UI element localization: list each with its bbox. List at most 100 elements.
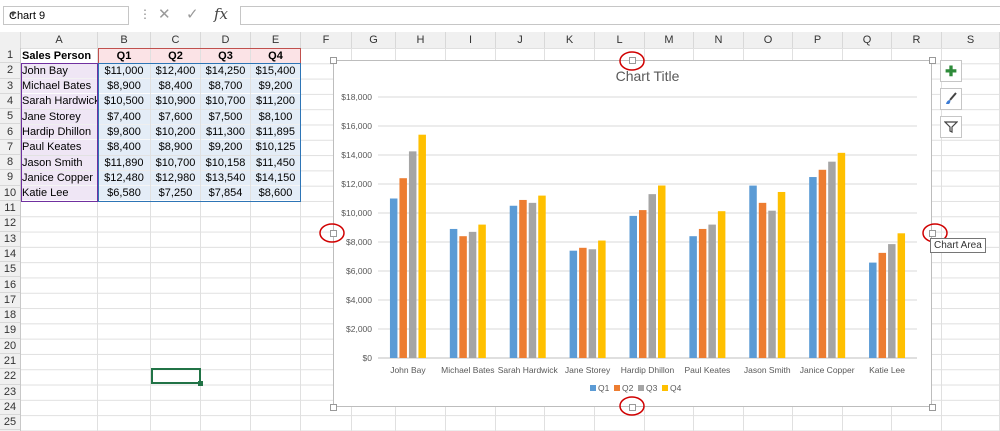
row-header-24[interactable]: 24	[0, 400, 20, 416]
value-cell[interactable]: $12,480	[98, 170, 150, 186]
row-header-25[interactable]: 25	[0, 415, 20, 431]
enter-icon[interactable]: ✓	[186, 6, 199, 23]
cancel-icon[interactable]: ✕	[158, 6, 171, 23]
row-header-23[interactable]: 23	[0, 385, 20, 400]
chart-filters-button[interactable]	[940, 116, 962, 138]
value-cell[interactable]: $8,700	[201, 79, 250, 94]
row-header-19[interactable]: 19	[0, 323, 20, 339]
insert-function-icon[interactable]: fx	[214, 5, 229, 23]
column-header-r[interactable]: R	[892, 32, 942, 48]
table-header-cell[interactable]: Q3	[201, 48, 250, 63]
value-cell[interactable]: $7,854	[201, 186, 250, 201]
column-header-i[interactable]: I	[446, 32, 496, 48]
resize-handle-n[interactable]	[629, 57, 636, 64]
column-header-j[interactable]: J	[496, 32, 545, 48]
value-cell[interactable]: $7,600	[151, 109, 200, 124]
value-cell[interactable]: $11,895	[251, 125, 300, 140]
row-header-20[interactable]: 20	[0, 339, 20, 354]
row-header-12[interactable]: 12	[0, 216, 20, 232]
value-cell[interactable]: $9,200	[201, 140, 250, 155]
value-cell[interactable]: $10,158	[201, 155, 250, 170]
column-header-g[interactable]: G	[352, 32, 396, 48]
sales-person-cell[interactable]: Hardip Dhillon	[21, 125, 97, 140]
row-header-8[interactable]: 8	[0, 155, 20, 171]
column-header-n[interactable]: N	[694, 32, 744, 48]
sales-person-cell[interactable]: Jason Smith	[21, 155, 97, 170]
value-cell[interactable]: $6,580	[98, 186, 150, 201]
sales-person-cell[interactable]: Sarah Hardwick	[21, 94, 97, 109]
value-cell[interactable]: $14,250	[201, 63, 250, 79]
table-header-cell[interactable]: Sales Person	[21, 48, 97, 63]
value-cell[interactable]: $8,400	[151, 79, 200, 94]
column-header-o[interactable]: O	[744, 32, 793, 48]
resize-handle-w[interactable]	[330, 230, 337, 237]
value-cell[interactable]: $13,540	[201, 170, 250, 186]
row-header-5[interactable]: 5	[0, 109, 20, 125]
sales-person-cell[interactable]: Jane Storey	[21, 109, 97, 124]
row-header-15[interactable]: 15	[0, 262, 20, 278]
row-header-21[interactable]: 21	[0, 354, 20, 370]
value-cell[interactable]: $10,700	[201, 94, 250, 109]
row-header-18[interactable]: 18	[0, 308, 20, 324]
column-header-d[interactable]: D	[201, 32, 251, 48]
row-header-17[interactable]: 17	[0, 293, 20, 309]
fill-handle[interactable]	[198, 381, 203, 386]
table-header-cell[interactable]: Q4	[251, 48, 300, 63]
value-cell[interactable]: $15,400	[251, 63, 300, 79]
row-header-10[interactable]: 10	[0, 186, 20, 201]
value-cell[interactable]: $14,150	[251, 170, 300, 186]
column-header-p[interactable]: P	[793, 32, 843, 48]
value-cell[interactable]: $8,100	[251, 109, 300, 124]
name-box[interactable]: Chart 9 ▼	[3, 6, 129, 25]
value-cell[interactable]: $10,200	[151, 125, 200, 140]
value-cell[interactable]: $10,500	[98, 94, 150, 109]
value-cell[interactable]: $8,900	[151, 140, 200, 155]
value-cell[interactable]: $9,200	[251, 79, 300, 94]
row-header-22[interactable]: 22	[0, 369, 20, 385]
value-cell[interactable]: $11,450	[251, 155, 300, 170]
sales-person-cell[interactable]: Paul Keates	[21, 140, 97, 155]
row-header-7[interactable]: 7	[0, 140, 20, 156]
chart-styles-button[interactable]	[940, 88, 962, 110]
value-cell[interactable]: $7,250	[151, 186, 200, 201]
column-header-k[interactable]: K	[545, 32, 595, 48]
value-cell[interactable]: $12,400	[151, 63, 200, 79]
value-cell[interactable]: $9,800	[98, 125, 150, 140]
column-header-c[interactable]: C	[151, 32, 201, 48]
column-header-l[interactable]: L	[595, 32, 645, 48]
value-cell[interactable]: $10,900	[151, 94, 200, 109]
resize-handle-ne[interactable]	[929, 57, 936, 64]
row-header-4[interactable]: 4	[0, 94, 20, 110]
value-cell[interactable]: $11,200	[251, 94, 300, 109]
chevron-down-icon[interactable]: ▼	[9, 10, 17, 19]
resize-handle-e[interactable]	[929, 230, 936, 237]
row-header-6[interactable]: 6	[0, 125, 20, 140]
value-cell[interactable]: $8,900	[98, 79, 150, 94]
value-cell[interactable]: $10,700	[151, 155, 200, 170]
row-header-2[interactable]: 2	[0, 63, 20, 79]
select-all-corner[interactable]	[0, 32, 21, 48]
row-header-14[interactable]: 14	[0, 247, 20, 263]
column-header-a[interactable]: A	[21, 32, 98, 48]
column-header-f[interactable]: F	[301, 32, 352, 48]
value-cell[interactable]: $10,125	[251, 140, 300, 155]
sales-person-cell[interactable]: Katie Lee	[21, 186, 97, 201]
value-cell[interactable]: $11,890	[98, 155, 150, 170]
row-header-9[interactable]: 9	[0, 170, 20, 186]
row-header-16[interactable]: 16	[0, 278, 20, 293]
table-header-cell[interactable]: Q2	[151, 48, 200, 63]
value-cell[interactable]: $11,000	[98, 63, 150, 79]
value-cell[interactable]: $7,500	[201, 109, 250, 124]
value-cell[interactable]: $12,980	[151, 170, 200, 186]
column-header-h[interactable]: H	[396, 32, 446, 48]
column-header-q[interactable]: Q	[843, 32, 892, 48]
active-cell[interactable]	[151, 368, 201, 384]
column-header-e[interactable]: E	[251, 32, 301, 48]
row-header-3[interactable]: 3	[0, 79, 20, 94]
chart-elements-button[interactable]: ✚	[940, 60, 962, 82]
value-cell[interactable]: $7,400	[98, 109, 150, 124]
sales-person-cell[interactable]: Michael Bates	[21, 79, 97, 94]
value-cell[interactable]: $11,300	[201, 125, 250, 140]
resize-handle-s[interactable]	[629, 404, 636, 411]
value-cell[interactable]: $8,400	[98, 140, 150, 155]
